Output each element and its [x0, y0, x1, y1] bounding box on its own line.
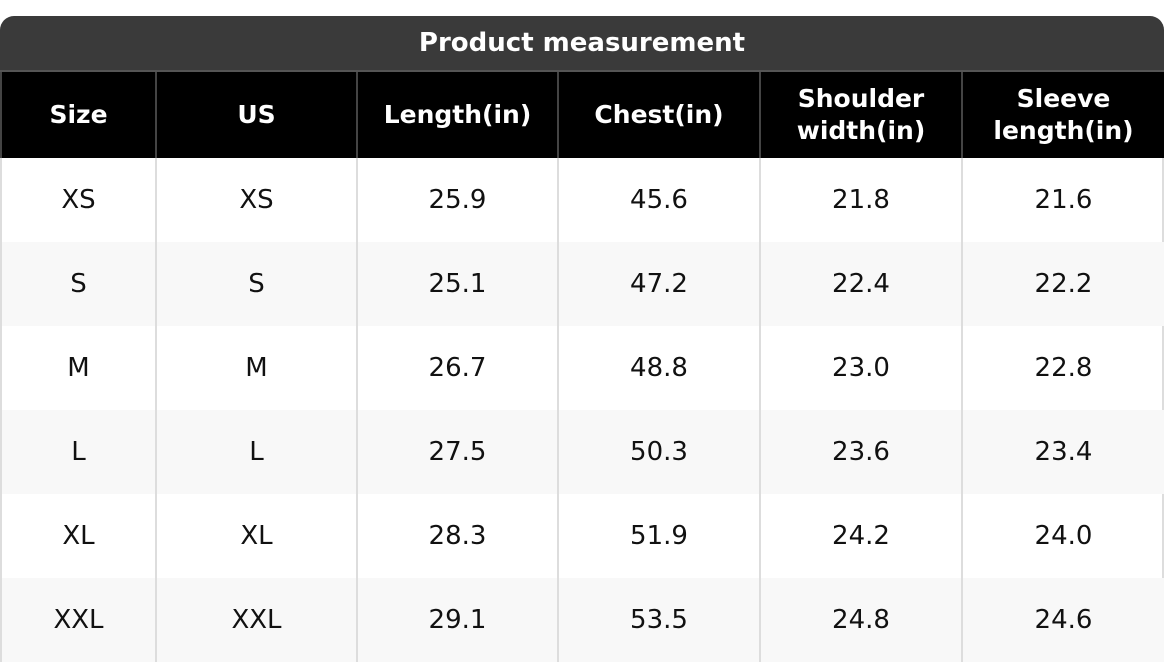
size-table: Product measurement Size US Length(in) Ches… [0, 16, 1164, 662]
header-cell: Shoulder width(in) [759, 72, 961, 158]
table-cell: M [0, 326, 155, 410]
table-grid: Size US Length(in) Chest(in) Shoulder width(… [0, 72, 1164, 662]
table-cell: 24.2 [759, 494, 961, 578]
table-cell: 48.8 [557, 326, 759, 410]
table-cell: 21.8 [759, 158, 961, 242]
table-cell: 25.1 [356, 242, 557, 326]
table-cell: 23.0 [759, 326, 961, 410]
table-cell: 29.1 [356, 578, 557, 662]
table-cell: 53.5 [557, 578, 759, 662]
table-cell: 51.9 [557, 494, 759, 578]
table-cell: 22.8 [961, 326, 1164, 410]
table-cell: 23.6 [759, 410, 961, 494]
table-cell: XL [155, 494, 356, 578]
header-cell: Size [0, 72, 155, 158]
table-cell: 22.2 [961, 242, 1164, 326]
table-cell: S [155, 242, 356, 326]
table-cell: L [155, 410, 356, 494]
table-cell: 27.5 [356, 410, 557, 494]
table-cell: S [0, 242, 155, 326]
table-cell: 24.8 [759, 578, 961, 662]
table-cell: 22.4 [759, 242, 961, 326]
table-cell: 50.3 [557, 410, 759, 494]
table-cell: XXL [0, 578, 155, 662]
table-cell: 45.6 [557, 158, 759, 242]
table-cell: XS [155, 158, 356, 242]
table-cell: L [0, 410, 155, 494]
table-cell: 25.9 [356, 158, 557, 242]
table-cell: 23.4 [961, 410, 1164, 494]
header-cell: Chest(in) [557, 72, 759, 158]
table-cell: XXL [155, 578, 356, 662]
table-cell: 24.6 [961, 578, 1164, 662]
table-cell: 47.2 [557, 242, 759, 326]
table-title: Product measurement [0, 16, 1164, 72]
table-cell: XL [0, 494, 155, 578]
header-cell: US [155, 72, 356, 158]
table-cell: 26.7 [356, 326, 557, 410]
table-cell: 24.0 [961, 494, 1164, 578]
table-cell: 21.6 [961, 158, 1164, 242]
header-cell: Sleeve length(in) [961, 72, 1164, 158]
table-cell: XS [0, 158, 155, 242]
table-cell: M [155, 326, 356, 410]
header-cell: Length(in) [356, 72, 557, 158]
table-cell: 28.3 [356, 494, 557, 578]
